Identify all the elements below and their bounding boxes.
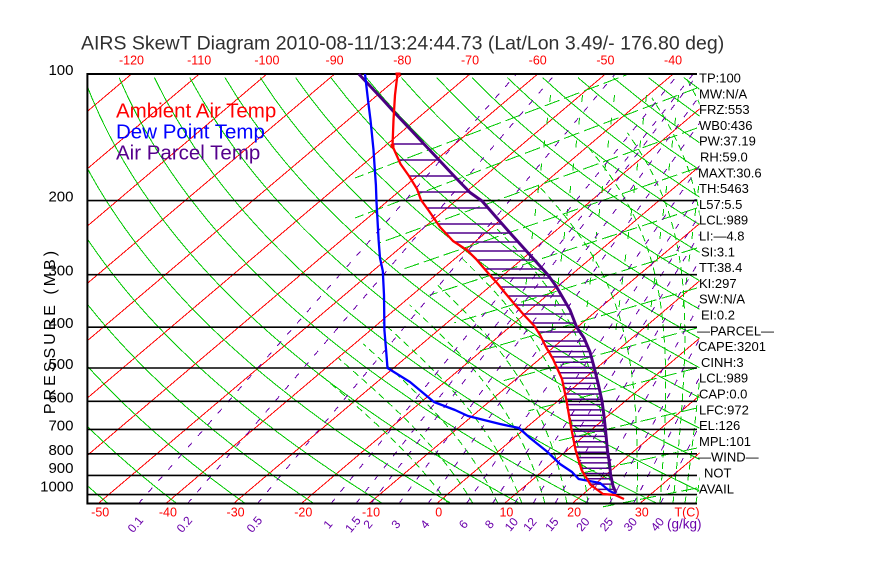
svg-text:300: 300 xyxy=(48,263,73,280)
svg-text:-20: -20 xyxy=(294,506,312,520)
svg-text:700: 700 xyxy=(48,417,73,434)
svg-text:EI:0.2: EI:0.2 xyxy=(701,308,735,323)
svg-text:-120: -120 xyxy=(119,54,144,68)
svg-text:1000: 1000 xyxy=(40,479,73,496)
svg-text:0: 0 xyxy=(435,506,442,520)
svg-text:Ambient Air Temp: Ambient Air Temp xyxy=(116,100,276,123)
svg-text:10: 10 xyxy=(499,506,513,520)
svg-text:400: 400 xyxy=(48,315,73,332)
svg-text:FRZ:553: FRZ:553 xyxy=(699,102,750,117)
svg-text:500: 500 xyxy=(48,356,73,373)
svg-text:EL:126: EL:126 xyxy=(699,418,740,433)
svg-text:WB0:436: WB0:436 xyxy=(699,118,752,133)
svg-text:-10: -10 xyxy=(362,506,380,520)
svg-text:SI:3.1: SI:3.1 xyxy=(701,244,735,259)
svg-text:KI:297: KI:297 xyxy=(699,276,737,291)
svg-text:-40: -40 xyxy=(159,506,177,520)
svg-text:LFC:972: LFC:972 xyxy=(699,402,749,417)
svg-text:-40: -40 xyxy=(664,54,682,68)
svg-text:AIRS SkewT Diagram 2010-08-11/: AIRS SkewT Diagram 2010-08-11/13:24:44.7… xyxy=(81,33,724,55)
svg-text:NOT: NOT xyxy=(704,466,732,481)
svg-text:PW:37.19: PW:37.19 xyxy=(699,134,756,149)
svg-text:-110: -110 xyxy=(187,54,211,68)
svg-text:Dew Point Temp: Dew Point Temp xyxy=(116,121,265,144)
svg-text:(g/kg): (g/kg) xyxy=(667,517,702,532)
svg-text:TH:5463: TH:5463 xyxy=(699,181,749,196)
svg-text:-100: -100 xyxy=(254,54,279,68)
svg-text:LCL:989: LCL:989 xyxy=(699,213,748,228)
svg-text:L57:5.5: L57:5.5 xyxy=(699,197,742,212)
svg-text:600: 600 xyxy=(48,389,73,406)
svg-text:900: 900 xyxy=(48,460,73,477)
svg-text:LI:—4.8: LI:—4.8 xyxy=(699,229,745,244)
svg-text:T(C): T(C) xyxy=(675,506,700,520)
svg-text:200: 200 xyxy=(48,189,73,206)
svg-text:20: 20 xyxy=(567,506,581,520)
svg-text:RH:59.0: RH:59.0 xyxy=(700,150,748,165)
svg-text:CAPE:3201: CAPE:3201 xyxy=(698,339,766,354)
svg-text:-50: -50 xyxy=(596,54,614,68)
svg-text:TT:38.4: TT:38.4 xyxy=(699,260,742,275)
svg-text:800: 800 xyxy=(48,442,73,459)
svg-text:100: 100 xyxy=(48,62,73,79)
svg-text:LCL:989: LCL:989 xyxy=(699,371,748,386)
svg-text:30: 30 xyxy=(635,506,649,520)
svg-text:-50: -50 xyxy=(91,506,109,520)
svg-text:-70: -70 xyxy=(461,54,479,68)
svg-text:-30: -30 xyxy=(227,506,245,520)
svg-text:—PARCEL—: —PARCEL— xyxy=(697,323,774,338)
svg-text:MW:N/A: MW:N/A xyxy=(699,86,747,101)
svg-text:MPL:101: MPL:101 xyxy=(699,434,751,449)
svg-text:-80: -80 xyxy=(393,54,411,68)
svg-text:CAP:0.0: CAP:0.0 xyxy=(699,387,747,402)
svg-text:Air Parcel Temp: Air Parcel Temp xyxy=(116,142,260,165)
svg-text:CINH:3: CINH:3 xyxy=(701,355,744,370)
svg-text:MAXT:30.6: MAXT:30.6 xyxy=(698,165,762,180)
svg-text:TP:100: TP:100 xyxy=(699,71,741,86)
svg-text:—WIND—: —WIND— xyxy=(698,450,759,465)
svg-text:AVAIL: AVAIL xyxy=(699,481,734,496)
svg-text:-60: -60 xyxy=(529,54,547,68)
svg-text:SW:N/A: SW:N/A xyxy=(699,292,745,307)
svg-text:-90: -90 xyxy=(326,54,344,68)
svg-text:PRESSURE (MB): PRESSURE (MB) xyxy=(42,248,59,414)
